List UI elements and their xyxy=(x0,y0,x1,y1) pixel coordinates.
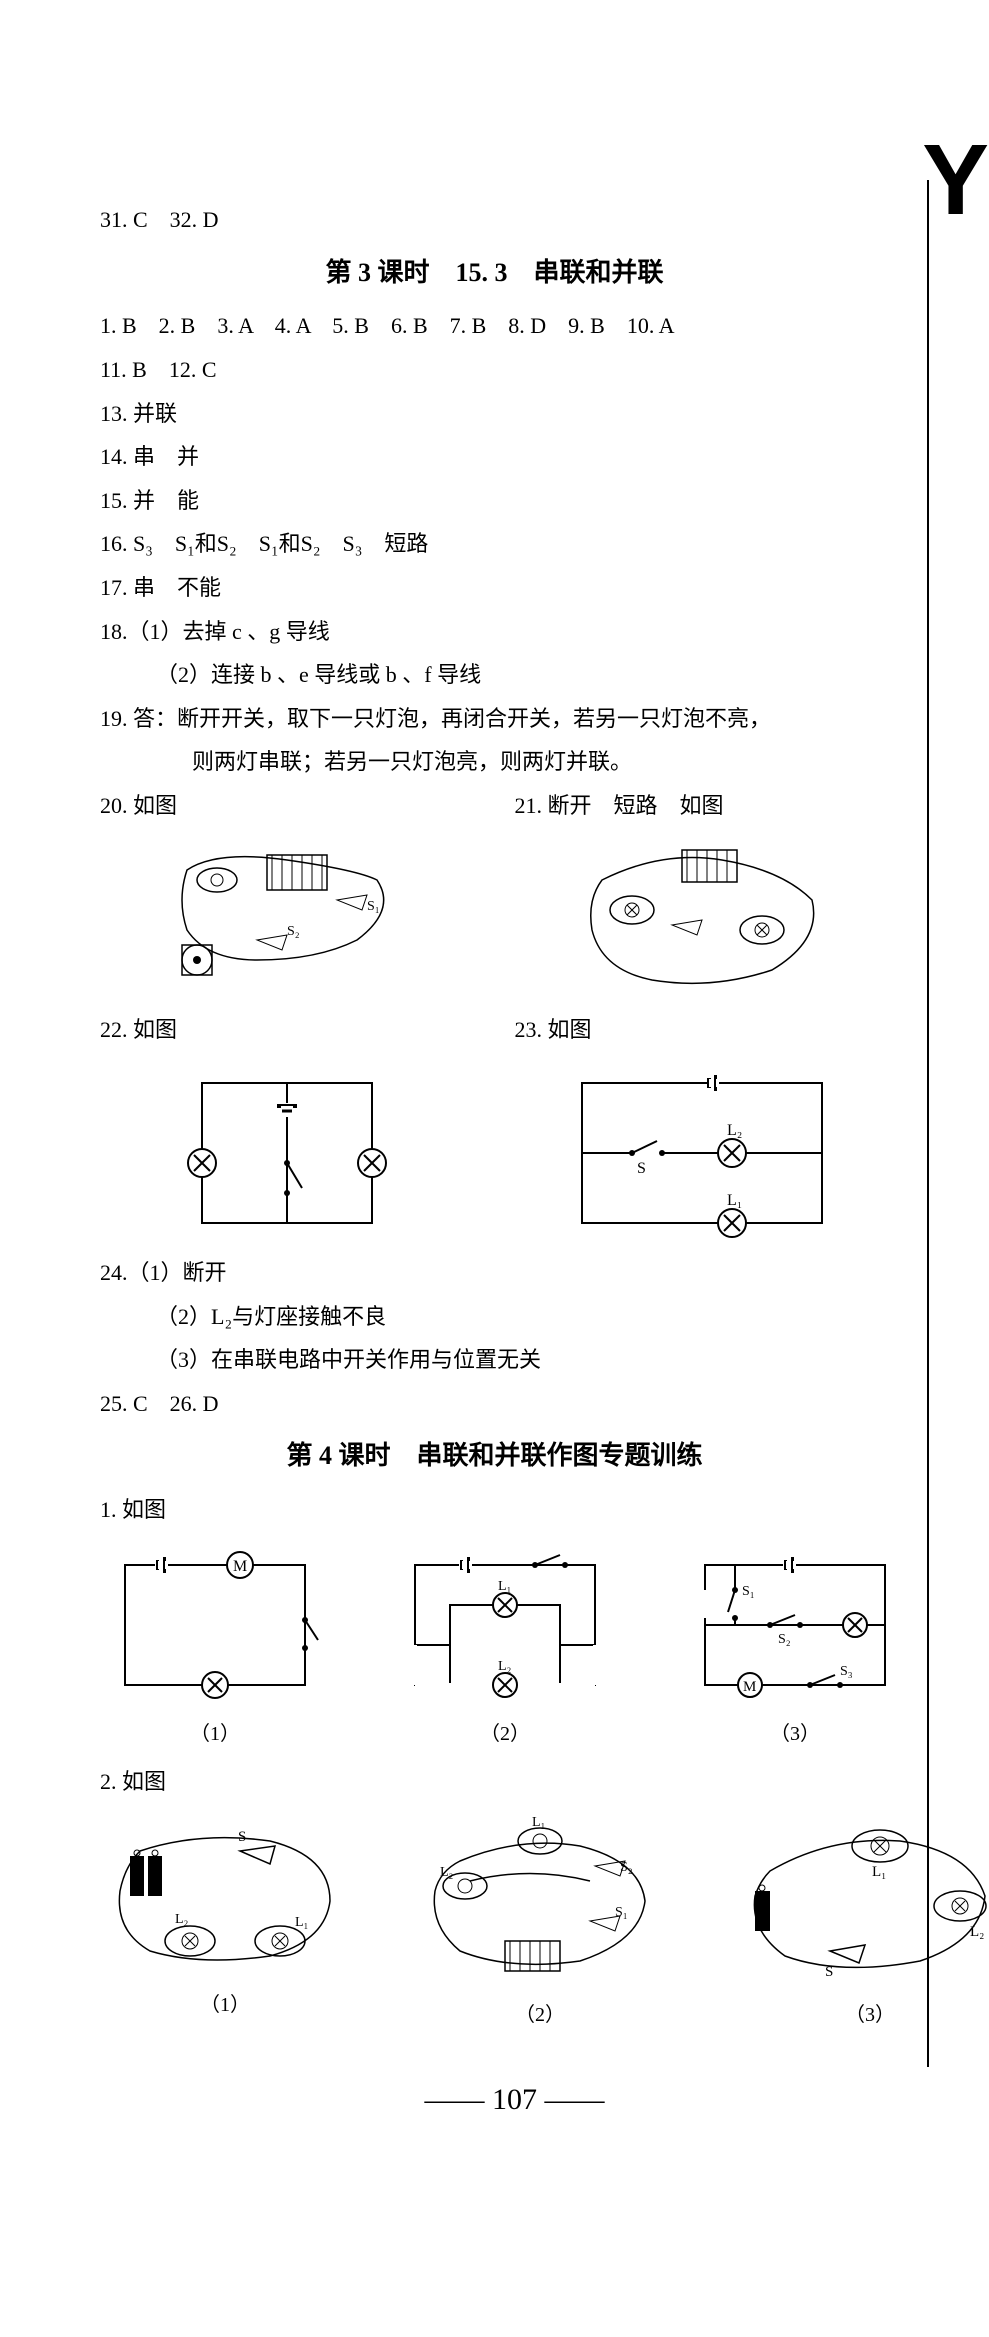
q22: 22. 如图 xyxy=(100,1010,475,1050)
svg-text:S₁: S₁ xyxy=(742,1584,755,1599)
svg-text:S₁: S₁ xyxy=(615,1905,628,1920)
s4-q2: 2. 如图 xyxy=(100,1762,889,1802)
figure-2-2: L₁ L₂ S₂ S₁ （2） xyxy=(410,1811,670,2033)
q25-26: 25. C 26. D xyxy=(100,1384,889,1424)
q24-1: 24.（1）断开 xyxy=(100,1253,889,1293)
figure-2-3: L₁ L₂ S （3） xyxy=(730,1811,989,2033)
vertical-rule xyxy=(927,180,929,2067)
svg-text:L₁: L₁ xyxy=(295,1915,308,1930)
svg-text:S₁: S₁ xyxy=(367,899,380,914)
caption-1-2: （2） xyxy=(480,1716,530,1752)
q17: 17. 串 不能 xyxy=(100,568,889,608)
svg-text:L₁: L₁ xyxy=(727,1192,742,1209)
q19-2: 则两灯串联；若另一只灯泡亮，则两灯并联。 xyxy=(100,742,889,782)
q20: 20. 如图 xyxy=(100,786,475,826)
caption-2-1: （1） xyxy=(200,1987,250,2023)
q19-1: 19. 答：断开开关，取下一只灯泡，再闭合开关，若另一只灯泡不亮， xyxy=(100,699,889,739)
svg-text:L₁: L₁ xyxy=(498,1579,511,1594)
s4-q1-figures: M （1） xyxy=(100,1540,889,1752)
svg-text:L₂: L₂ xyxy=(440,1865,454,1880)
q14: 14. 串 并 xyxy=(100,437,889,477)
q13: 13. 并联 xyxy=(100,394,889,434)
figure-1-2: L₁ L₂ （2） xyxy=(390,1540,620,1752)
section3-answers-2: 11. B 12. C xyxy=(100,350,889,390)
q18-1: 18.（1）去掉 c 、g 导线 xyxy=(100,612,889,652)
caption-2-3: （3） xyxy=(845,1997,895,2033)
svg-text:S: S xyxy=(238,1829,246,1845)
svg-text:L₁: L₁ xyxy=(872,1864,886,1880)
s4-q2-figures: S L₂ L₁ （1） L₁ xyxy=(100,1811,889,2033)
page-number: —— 107 —— xyxy=(100,2073,929,2127)
section4-title: 第 4 课时 串联和并联作图专题训练 xyxy=(100,1433,889,1480)
page-content: 31. C 32. D 第 3 课时 15. 3 串联和并联 1. B 2. B… xyxy=(100,200,929,2033)
svg-text:S₃: S₃ xyxy=(840,1664,853,1679)
caption-1-3: （3） xyxy=(770,1716,820,1752)
corner-y: Y xyxy=(922,90,989,270)
top-answers: 31. C 32. D xyxy=(100,200,889,240)
svg-text:S: S xyxy=(825,1964,833,1980)
figure-22 xyxy=(100,1053,475,1253)
figure-20: S₁ S₂ xyxy=(100,830,475,1010)
svg-text:L₂: L₂ xyxy=(175,1912,189,1927)
q24-2: （2）L₂与灯座接触不良 xyxy=(100,1297,889,1337)
q15: 15. 并 能 xyxy=(100,481,889,521)
label-S: S xyxy=(637,1160,646,1177)
svg-text:S₂: S₂ xyxy=(287,924,300,939)
figure-23: S L₂ L₁ xyxy=(515,1053,890,1253)
svg-text:S₂: S₂ xyxy=(778,1632,791,1647)
figure-1-1: M （1） xyxy=(100,1540,330,1752)
svg-text:M: M xyxy=(743,1679,756,1695)
section3-title: 第 3 课时 15. 3 串联和并联 xyxy=(100,250,889,297)
svg-text:M: M xyxy=(233,1558,247,1575)
svg-text:L₁: L₁ xyxy=(532,1815,545,1830)
svg-text:L₂: L₂ xyxy=(498,1659,512,1674)
figure-21 xyxy=(515,830,890,1010)
s4-q1: 1. 如图 xyxy=(100,1490,889,1530)
q21: 21. 断开 短路 如图 xyxy=(515,786,890,826)
svg-text:L₂: L₂ xyxy=(970,1924,984,1940)
section3-answers-1: 1. B 2. B 3. A 4. A 5. B 6. B 7. B 8. D … xyxy=(100,306,889,346)
caption-2-2: （2） xyxy=(515,1997,565,2033)
q16: 16. S₃ S₁和S₂ S₁和S₂ S₃ 短路 xyxy=(100,524,889,564)
caption-1-1: （1） xyxy=(190,1716,240,1752)
figure-2-1: S L₂ L₁ （1） xyxy=(100,1811,350,2033)
figure-1-3: S₁ S₂ M S₃ （3） xyxy=(680,1540,910,1752)
q23: 23. 如图 xyxy=(515,1010,890,1050)
q18-2: （2）连接 b 、e 导线或 b 、f 导线 xyxy=(100,655,889,695)
svg-text:S₂: S₂ xyxy=(620,1860,633,1875)
svg-text:L₂: L₂ xyxy=(727,1122,742,1139)
q24-3: （3）在串联电路中开关作用与位置无关 xyxy=(100,1340,889,1380)
